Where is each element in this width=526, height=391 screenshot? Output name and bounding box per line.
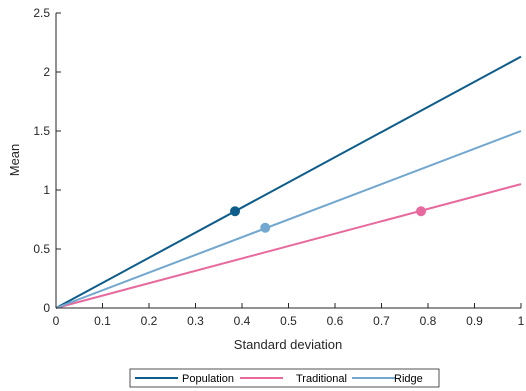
x-tick-label: 0.1 [94,314,111,328]
plot-series-group [55,55,522,309]
y-tick-label: 1.5 [33,124,50,138]
series-line-ridge [55,130,522,309]
series-marker-population [230,206,241,217]
y-tick-label: 0.5 [33,242,50,256]
x-tick-label: 1 [518,314,525,328]
y-tick-label: 1 [43,183,50,197]
x-tick-label: 0.7 [373,314,390,328]
x-tick-label: 0.5 [280,314,297,328]
x-tick-label: 0 [53,314,60,328]
x-tick-label: 0.2 [141,314,158,328]
legend-label-traditional: Traditional [296,373,347,385]
legend-box [129,368,440,388]
x-tick-label: 0.8 [420,314,437,328]
series-line-traditional [55,183,522,309]
x-axis-label: Standard deviation [234,337,342,352]
y-tick-label: 2 [43,65,50,79]
legend-label-ridge: Ridge [394,373,423,385]
x-tick-label: 0.3 [187,314,204,328]
x-tick-label: 0.9 [466,314,483,328]
series-marker-ridge [260,222,271,233]
series-marker-traditional [416,206,427,217]
x-tick-label: 0.4 [234,314,251,328]
y-tick-label: 2.5 [33,6,50,20]
legend-label-population: Population [182,373,234,385]
axes: 0 0.1 0.2 0.3 0.4 0.5 0.6 0.7 0.8 0.9 1 0 0.5 1 1.5 2 2.… [33,6,524,328]
legend: Population Traditional Ridge [129,368,440,388]
y-axis-label: Mean [7,144,22,177]
series-line-population [55,55,522,309]
x-tick-label: 0.6 [327,314,344,328]
y-tick-label: 0 [43,301,50,315]
